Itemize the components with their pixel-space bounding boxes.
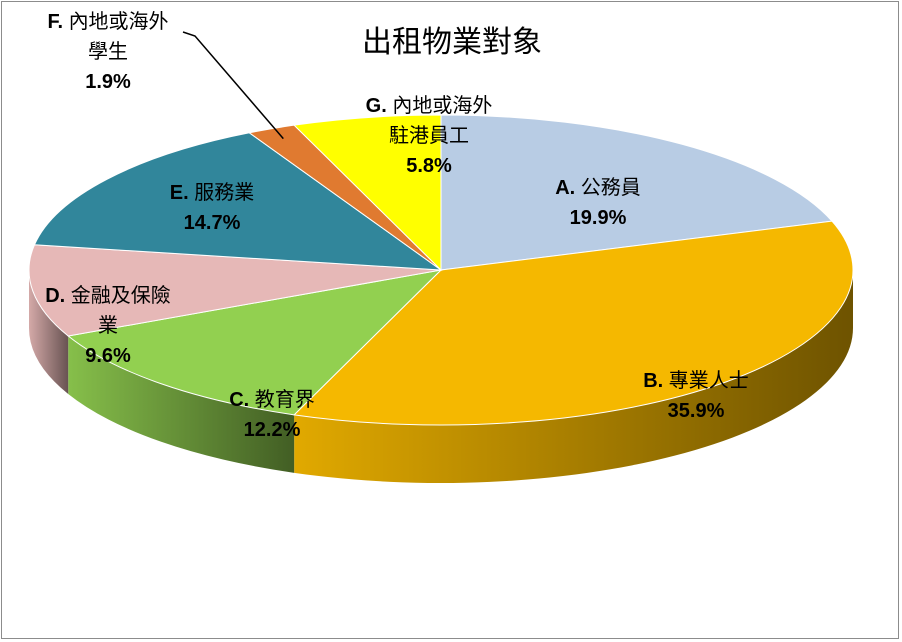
pie-slice-g <box>293 114 442 272</box>
slice-value-label-d: 9.6% <box>85 345 131 367</box>
slice-category-label-b: B. 專業人士 <box>643 368 749 392</box>
pie-side-d <box>29 270 69 394</box>
pie-top <box>28 114 854 426</box>
slice-label-b: B. 專業人士 35.9% <box>643 368 749 422</box>
slice-category-label-c: C. 教育界 <box>229 387 315 411</box>
leader-line-f <box>182 31 284 140</box>
leader-lines <box>182 31 284 140</box>
pie-side-c <box>68 335 295 473</box>
pie-slice-e <box>33 132 443 271</box>
slice-labels: A. 公務員 19.9% B. 專業人士 35.9% C. 教育界 12.2% D. 金融及… <box>45 9 749 441</box>
slice-value-label-a: 19.9% <box>570 207 627 229</box>
slice-value-label-g: 5.8% <box>406 155 452 177</box>
pie-slice-d <box>28 244 442 337</box>
slice-label-c: C. 教育界 12.2% <box>229 387 315 441</box>
slice-category-label-g-2: 駐港員工 <box>389 123 469 147</box>
slice-value-label-f: 1.9% <box>85 71 131 93</box>
slice-category-label-a: A. 公務員 <box>555 175 641 199</box>
slice-category-label-e: E. 服務業 <box>170 180 254 204</box>
slice-value-label-e: 14.7% <box>184 212 241 234</box>
chart-title: 出租物業對象 <box>362 25 542 60</box>
slice-category-label-d: D. 金融及保險 <box>45 283 171 307</box>
pie-side-b <box>294 270 853 483</box>
slice-label-a: A. 公務員 19.9% <box>555 175 641 229</box>
slice-category-label-f-2: 學生 <box>88 39 128 63</box>
pie-slice-c <box>67 269 443 416</box>
slice-label-e: E. 服務業 14.7% <box>170 180 254 234</box>
slice-value-label-c: 12.2% <box>244 419 301 441</box>
slice-category-label-g: G. 內地或海外 <box>366 93 493 117</box>
slice-value-label-b: 35.9% <box>668 400 725 422</box>
pie-sides <box>29 270 853 483</box>
slice-category-label-d-2: 業 <box>98 313 118 337</box>
slice-category-label-f: F. 內地或海外 <box>47 9 168 33</box>
pie-slice-b <box>293 220 854 426</box>
pie-slice-a <box>440 114 834 271</box>
